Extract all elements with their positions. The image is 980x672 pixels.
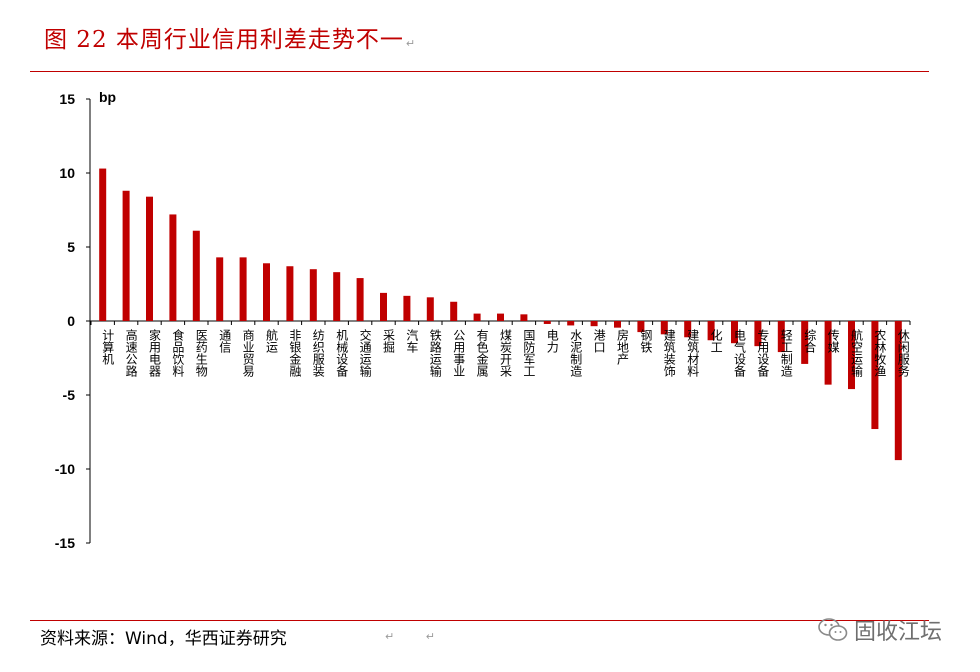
return-mark: ↵ <box>405 37 417 50</box>
category-label: 休闲服务 <box>896 329 910 377</box>
category-label: 煤炭开采 <box>499 329 513 377</box>
bar <box>473 313 481 321</box>
top-rule <box>30 71 929 72</box>
category-label: 家用电器 <box>148 328 162 378</box>
category-label: 食品饮料 <box>171 328 185 377</box>
y-tick-label: 5 <box>67 239 75 255</box>
bar <box>99 168 107 321</box>
category-label: 有色金属 <box>475 329 489 378</box>
source-note: 资料来源：Wind，华西证券研究 <box>40 629 287 649</box>
category-label: 汽车 <box>405 328 419 354</box>
bar <box>426 297 434 321</box>
bottom-rule <box>30 620 929 621</box>
category-label: 采掘 <box>382 329 396 354</box>
bar <box>192 230 200 321</box>
bar <box>777 321 785 353</box>
category-label: 电气设备 <box>733 329 747 378</box>
bar <box>263 263 270 321</box>
bar <box>333 272 341 321</box>
bar <box>309 269 317 321</box>
bar <box>216 257 224 321</box>
y-tick-label: 0 <box>67 313 75 329</box>
category-label: 机械设备 <box>335 329 349 378</box>
category-label: 电力 <box>545 329 559 354</box>
category-label: 计算机 <box>101 329 115 365</box>
bar <box>871 321 879 430</box>
bar <box>450 301 458 321</box>
category-label: 航空运输 <box>850 328 864 378</box>
chat-bubble-icon <box>818 618 848 641</box>
category-label: 铁路运输 <box>428 329 442 378</box>
category-label: 建筑装饰 <box>662 329 676 377</box>
y-tick-label: -10 <box>55 461 75 477</box>
category-label: 轻工制造 <box>779 329 793 377</box>
y-tick-label: -15 <box>55 535 75 551</box>
category-label: 通信 <box>218 329 232 354</box>
y-unit-label: bp <box>99 89 116 105</box>
bar <box>403 295 411 321</box>
category-label: 传媒 <box>826 328 840 353</box>
bar <box>707 321 715 341</box>
chart-title: 图 22 本周行业信用利差走势不一 ↵ <box>44 27 417 53</box>
category-label: 交通运输 <box>358 328 372 378</box>
bar <box>380 292 387 321</box>
category-label: 钢铁 <box>639 329 653 353</box>
category-label: 房地产 <box>616 328 630 366</box>
bar <box>848 321 855 390</box>
category-label: 高速公路 <box>124 328 138 378</box>
category-label: 港口 <box>592 329 606 353</box>
category-label: 综合 <box>803 329 817 353</box>
bar <box>122 190 130 321</box>
y-tick-label: -5 <box>63 387 76 403</box>
bar <box>239 257 247 321</box>
watermark: 固收江坛 <box>818 614 942 646</box>
bar <box>731 321 738 344</box>
bar <box>801 321 809 364</box>
bar <box>520 314 528 321</box>
bar <box>824 321 832 385</box>
category-label: 非银金融 <box>288 329 302 378</box>
bar <box>146 196 153 321</box>
bar <box>754 321 762 347</box>
bar <box>567 321 575 326</box>
y-tick-label: 15 <box>59 91 75 107</box>
bar <box>637 321 645 333</box>
category-label: 医药生物 <box>194 329 208 377</box>
bar <box>684 321 692 338</box>
category-label: 水泥制造 <box>569 329 583 377</box>
category-label: 化工 <box>709 329 723 353</box>
category-label: 专用设备 <box>756 328 770 378</box>
bar <box>169 214 177 321</box>
category-label: 纺织服装 <box>311 329 325 378</box>
watermark-text: 固收江坛 <box>854 620 943 645</box>
bar <box>614 321 621 328</box>
source-return-marks: ↵ ↵ <box>385 630 449 643</box>
category-label: 农林牧渔 <box>873 329 887 377</box>
bar <box>497 313 504 321</box>
bar <box>543 321 551 324</box>
category-label: 国防军工 <box>522 329 536 377</box>
bar <box>286 266 294 321</box>
category-label: 商业贸易 <box>241 328 255 378</box>
bar <box>660 321 668 335</box>
y-tick-label: 10 <box>59 165 75 181</box>
bar <box>894 321 902 461</box>
bar <box>356 278 364 321</box>
category-label: 公用事业 <box>452 329 466 377</box>
category-label: 建筑材料 <box>686 329 700 377</box>
bar <box>590 321 598 327</box>
category-label: 航运 <box>265 328 279 354</box>
